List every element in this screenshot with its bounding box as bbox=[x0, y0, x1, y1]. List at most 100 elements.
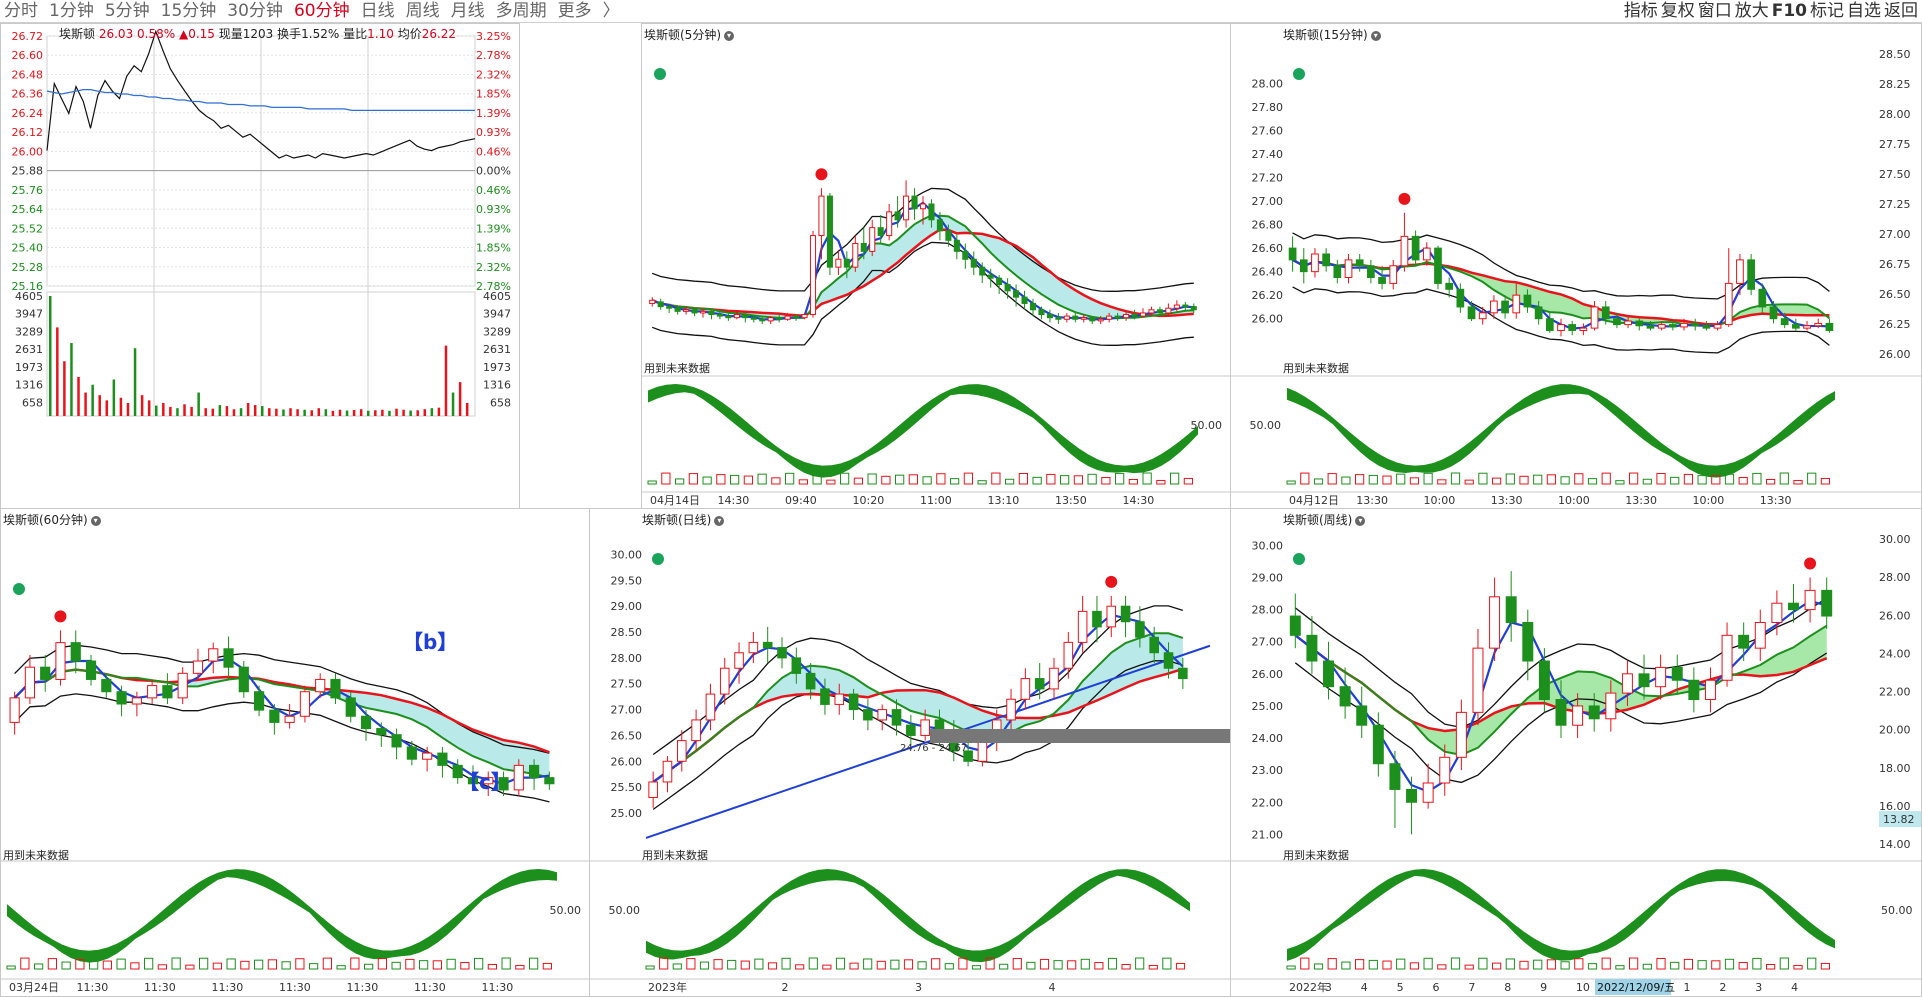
tab-0[interactable]: 分时 bbox=[4, 1, 38, 21]
intraday-chart[interactable]: 26.72 3.25% 26.60 2.78% 26.48 2.32% 26.36 1.85%… bbox=[1, 24, 520, 509]
indicator-level: 50.00 bbox=[609, 904, 641, 917]
pct-tick: 0.93% bbox=[476, 203, 511, 216]
candle-body bbox=[1758, 288, 1767, 308]
tool-1[interactable]: 复权 bbox=[1660, 1, 1695, 21]
settings-icon[interactable]: ▾ bbox=[1355, 516, 1366, 526]
price-tick: 25.76 bbox=[12, 184, 44, 197]
tool-3[interactable]: 放大 bbox=[1734, 1, 1769, 21]
tool-0[interactable]: 指标 bbox=[1623, 1, 1658, 21]
tool-6[interactable]: 自选 bbox=[1847, 1, 1881, 21]
future-data-warning: 用到未来数据 bbox=[642, 849, 708, 862]
indicator-bar bbox=[1587, 478, 1598, 485]
quote-price: 26.03 bbox=[98, 27, 134, 41]
x-label: 11:30 bbox=[279, 981, 311, 994]
tab-1[interactable]: 1分钟 bbox=[49, 1, 94, 21]
kline-5min-panel[interactable]: 埃斯顿(5分钟) ▾ 50.00 04月14日 14:30 09:40 10:20 11:0… bbox=[641, 23, 1231, 509]
kline-weekly-panel[interactable]: 埃斯顿(周线) ▾ 30.00 29.00 28.00 27.00 26.00 25.00 2… bbox=[1230, 508, 1922, 997]
kline-60min-chart[interactable]: 50.00 03月24日 11:30 11:30 11:30 11:30 11:30 11:3… bbox=[1, 509, 590, 997]
indicator-bar bbox=[1587, 963, 1598, 970]
tab-8[interactable]: 月线 bbox=[450, 1, 485, 21]
candle-body bbox=[953, 239, 960, 252]
indicator-bar bbox=[702, 476, 712, 485]
indicator-bar bbox=[1368, 474, 1378, 485]
x-label: 11:30 bbox=[77, 981, 109, 994]
indicator-bar bbox=[890, 959, 900, 970]
volume-bar bbox=[296, 409, 299, 416]
candle-body bbox=[1445, 282, 1454, 290]
indicator-bar bbox=[1820, 962, 1831, 970]
volume-bar bbox=[70, 343, 73, 416]
panel-title: 埃斯顿(15分钟) ▾ bbox=[1283, 26, 1381, 43]
candle-body bbox=[662, 760, 673, 783]
indicator-bar bbox=[1505, 958, 1515, 970]
tool-5[interactable]: 标记 bbox=[1810, 1, 1844, 21]
kline-5min-chart[interactable]: 50.00 04月14日 14:30 09:40 10:20 11:00 13:10 13:5… bbox=[642, 24, 1231, 509]
indicator-bar bbox=[1313, 478, 1324, 485]
vol-tick-right: 3289 bbox=[483, 325, 511, 338]
volume-bar bbox=[63, 361, 66, 416]
kline-15min-chart[interactable]: 28.00 27.80 27.60 27.40 27.20 27.00 26.80 26.60… bbox=[1231, 24, 1922, 509]
tool-4[interactable]: F10 bbox=[1771, 1, 1807, 21]
candle-body bbox=[1077, 610, 1088, 643]
candle-body bbox=[1311, 253, 1319, 273]
kline-daily-panel[interactable]: 埃斯顿(日线) ▾ 30.00 29.50 29.00 28.50 28.00 27.50 2… bbox=[589, 508, 1231, 997]
volume-bar bbox=[423, 409, 427, 416]
y-tick: 30.00 bbox=[1252, 539, 1284, 552]
candle-body bbox=[852, 242, 859, 268]
candle-body bbox=[1621, 673, 1633, 694]
volume-bar bbox=[140, 395, 144, 416]
candle-body bbox=[891, 709, 902, 726]
tab-9[interactable]: 多周期 bbox=[495, 1, 547, 21]
tab-10[interactable]: 更多 bbox=[557, 1, 592, 21]
candle-body bbox=[1792, 324, 1800, 329]
indicator-bar bbox=[1135, 957, 1145, 970]
tool-2[interactable]: 窗口 bbox=[1697, 1, 1732, 21]
x-label: 11:30 bbox=[347, 981, 379, 994]
tool-7[interactable]: 返回 bbox=[1884, 1, 1918, 21]
settings-icon[interactable]: ▾ bbox=[724, 31, 734, 41]
indicator-bar bbox=[1766, 478, 1776, 485]
candle-body bbox=[1097, 318, 1104, 322]
candle-body bbox=[1149, 636, 1160, 654]
indicator-bar bbox=[740, 960, 750, 970]
indicator-bar bbox=[171, 957, 181, 970]
indicator-bar bbox=[713, 959, 723, 970]
x-label: 11:00 bbox=[920, 494, 952, 507]
kline-weekly-chart[interactable]: 30.00 29.00 28.00 27.00 26.00 25.00 24.00 23.00… bbox=[1231, 509, 1922, 997]
indicator-bar bbox=[688, 473, 698, 485]
indicator-bar bbox=[1382, 960, 1392, 970]
candle-body bbox=[742, 314, 749, 319]
tab-2[interactable]: 5分钟 bbox=[104, 1, 150, 21]
tab-5[interactable]: 60分钟 bbox=[293, 1, 350, 21]
panel-title: 埃斯顿(周线) ▾ bbox=[1283, 511, 1366, 528]
indicator-bar bbox=[157, 964, 167, 970]
right-tick: 28.25 bbox=[1879, 78, 1911, 91]
tab-6[interactable]: 日线 bbox=[360, 1, 395, 21]
indicator-bar bbox=[1121, 963, 1131, 970]
kline-daily-chart[interactable]: 30.00 29.50 29.00 28.50 28.00 27.50 27.00 26.50… bbox=[590, 509, 1231, 997]
indicator-bar bbox=[1724, 958, 1735, 970]
tab-3[interactable]: 15分钟 bbox=[160, 1, 217, 21]
volume-bar bbox=[169, 406, 172, 416]
candle-body bbox=[85, 660, 97, 680]
kline-15min-panel[interactable]: 埃斯顿(15分钟) ▾ 28.00 27.80 27.60 27.40 27.20 27.0… bbox=[1230, 23, 1922, 509]
indicator-bar bbox=[743, 475, 753, 485]
settings-icon[interactable]: ▾ bbox=[90, 516, 101, 526]
tab-7[interactable]: 周线 bbox=[405, 1, 440, 21]
indicator-bar bbox=[1533, 959, 1543, 970]
candle-body bbox=[1490, 300, 1498, 314]
candle-body bbox=[1299, 259, 1308, 273]
settings-icon[interactable]: ▾ bbox=[714, 516, 725, 526]
indicator-bar bbox=[254, 959, 264, 970]
tab-11[interactable]: 〉 bbox=[602, 1, 620, 21]
kline-60min-panel[interactable]: 埃斯顿(60分钟) ▾ 50.00 03月24日 11:30 11:30 11:30 11:… bbox=[0, 508, 590, 997]
candle-body bbox=[1178, 667, 1188, 680]
indicator-bar bbox=[1107, 957, 1118, 970]
x-label: 10:20 bbox=[853, 494, 885, 507]
indicator-bar bbox=[1170, 472, 1180, 485]
candle-body bbox=[863, 709, 873, 721]
indicator-bar bbox=[1533, 474, 1543, 485]
settings-icon[interactable]: ▾ bbox=[1370, 31, 1381, 41]
tab-4[interactable]: 30分钟 bbox=[227, 1, 283, 21]
intraday-panel[interactable]: 埃斯顿 26.03 0.58% ▲0.15 现量1203 换手1.52% 量比1… bbox=[0, 23, 520, 509]
